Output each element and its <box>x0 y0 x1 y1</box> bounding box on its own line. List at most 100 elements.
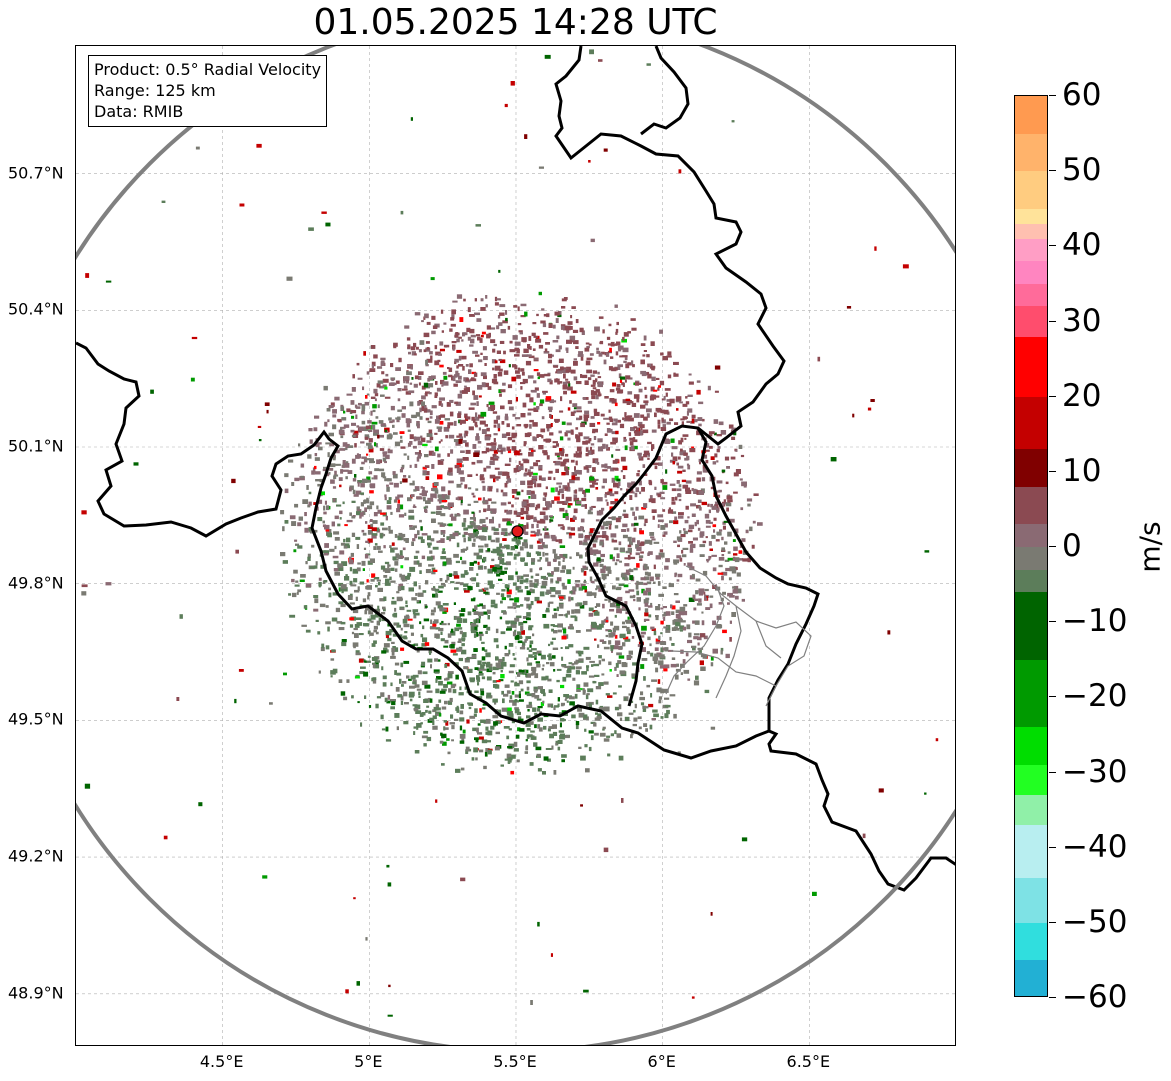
echo-pixel <box>476 573 479 576</box>
echo-pixel <box>400 607 405 611</box>
echo-pixel <box>333 560 339 565</box>
echo-pixel <box>297 522 302 527</box>
echo-pixel <box>392 473 398 479</box>
echo-pixel <box>405 391 411 395</box>
echo-pixel <box>665 469 668 474</box>
echo-pixel <box>511 489 518 494</box>
echo-pixel <box>468 426 474 431</box>
echo-pixel <box>413 581 417 587</box>
echo-pixel <box>366 442 372 446</box>
echo-pixel <box>437 522 444 525</box>
echo-pixel <box>483 508 487 513</box>
echo-pixel <box>525 636 532 639</box>
echo-pixel <box>588 438 592 442</box>
echo-pixel <box>448 480 454 484</box>
echo-pixel <box>696 504 701 509</box>
echo-pixel <box>346 519 353 523</box>
echo-pixel <box>419 712 424 717</box>
echo-pixel <box>470 626 475 632</box>
echo-pixel <box>619 355 623 358</box>
echo-pixel <box>402 388 408 391</box>
echo-pixel <box>564 665 570 669</box>
echo-pixel <box>511 446 517 451</box>
echo-pixel <box>616 733 622 738</box>
echo-pixel <box>511 720 515 724</box>
echo-pixel <box>526 617 531 621</box>
echo-pixel <box>384 497 387 501</box>
echo-pixel <box>382 451 388 455</box>
echo-pixel <box>461 608 466 612</box>
echo-pixel <box>710 912 713 916</box>
echo-pixel <box>431 405 437 409</box>
echo-pixel <box>573 407 579 410</box>
echo-pixel <box>533 742 538 747</box>
echo-pixel <box>612 460 618 464</box>
echo-pixel <box>478 359 483 363</box>
echo-pixel <box>622 534 628 539</box>
echo-pixel <box>671 611 675 615</box>
echo-pixel <box>418 585 421 590</box>
echo-pixel <box>553 365 558 368</box>
echo-pixel <box>520 386 523 390</box>
echo-pixel <box>689 566 695 571</box>
echo-pixel <box>685 487 690 492</box>
echo-pixel <box>710 486 714 490</box>
echo-pixel <box>601 534 608 539</box>
echo-pixel <box>490 725 495 730</box>
echo-pixel <box>477 561 480 565</box>
echo-pixel <box>328 587 331 591</box>
echo-pixel <box>506 753 512 759</box>
echo-pixel <box>526 522 529 525</box>
radar-map[interactable] <box>75 45 956 1046</box>
echo-pixel <box>442 611 447 614</box>
echo-pixel <box>409 434 414 440</box>
echo-pixel <box>739 478 743 481</box>
echo-pixel <box>432 725 438 730</box>
echo-pixel <box>481 331 486 335</box>
echo-pixel <box>608 633 614 638</box>
echo-pixel <box>584 589 588 593</box>
echo-pixel <box>615 448 621 451</box>
echo-pixel <box>335 607 341 613</box>
echo-pixel <box>543 623 550 629</box>
echo-pixel <box>484 543 489 548</box>
echo-pixel <box>469 577 474 581</box>
echo-pixel <box>384 494 387 498</box>
echo-pixel <box>341 588 344 594</box>
echo-pixel <box>368 438 373 443</box>
echo-pixel <box>551 745 554 750</box>
colorbar-tick-mark <box>1049 470 1056 472</box>
echo-pixel <box>862 833 866 839</box>
echo-pixel <box>460 573 466 578</box>
radar-site-marker[interactable] <box>511 525 524 538</box>
echo-pixel <box>594 638 597 641</box>
echo-pixel <box>532 472 538 476</box>
echo-pixel <box>514 347 520 352</box>
echo-pixel <box>302 499 309 504</box>
echo-pixel <box>436 540 440 543</box>
echo-pixel <box>658 660 664 666</box>
echo-pixel <box>628 417 634 422</box>
echo-pixel <box>391 650 395 656</box>
echo-pixel <box>633 413 640 418</box>
echo-pixel <box>608 409 611 413</box>
echo-pixel <box>552 340 559 343</box>
echo-pixel <box>470 378 477 382</box>
echo-pixel <box>673 619 680 623</box>
echo-pixel <box>564 698 567 701</box>
echo-pixel <box>572 403 578 407</box>
echo-pixel <box>588 509 592 513</box>
echo-pixel <box>642 708 647 712</box>
echo-pixel <box>400 210 404 215</box>
echo-pixel <box>583 539 588 544</box>
echo-pixel <box>616 674 619 677</box>
echo-pixel <box>299 476 305 481</box>
echo-pixel <box>295 543 300 546</box>
echo-pixel <box>445 721 449 726</box>
echo-pixel <box>651 538 656 541</box>
echo-pixel <box>550 423 553 427</box>
echo-pixel <box>444 639 449 644</box>
echo-pixel <box>345 989 349 994</box>
echo-pixel <box>423 332 430 338</box>
echo-pixel <box>640 577 646 581</box>
